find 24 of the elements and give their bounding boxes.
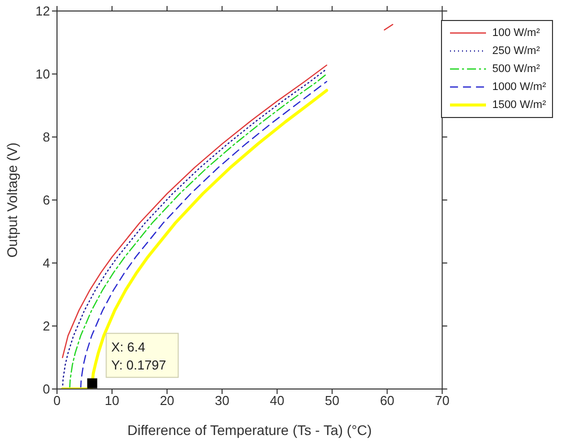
legend-label: 500 W/m²: [492, 63, 540, 75]
x-tick-label: 60: [380, 393, 394, 408]
legend-label: 1500 W/m²: [492, 99, 546, 111]
y-tick-label: 10: [36, 66, 50, 82]
y-tick-label: 2: [42, 318, 50, 334]
datatip: X: 6.4 Y: 0.1797: [87, 332, 179, 388]
y-tick-label: 12: [36, 4, 50, 19]
x-tick-label: 40: [270, 393, 284, 408]
annotation: X: 6.4 Y: 0.1797: [111, 339, 166, 372]
y-tick-label: 8: [42, 130, 50, 145]
legend-label: 1000 W/m²: [492, 81, 546, 93]
x-tick-label: 30: [214, 393, 230, 408]
x-tick-label: 50: [324, 393, 340, 408]
y-tick-label: 6: [42, 192, 50, 208]
x-tick-label: 10: [104, 393, 120, 408]
y-axis-title: Output Voltage (V): [4, 142, 20, 258]
y-tick-label: 4: [42, 256, 50, 271]
x-axis-title: Difference of Temperature (Ts - Ta) (°C): [127, 422, 372, 438]
x-tick-label: 0: [53, 393, 61, 408]
legend-label: 100 W/m²: [492, 27, 540, 39]
x-tick-label: 70: [434, 393, 450, 408]
legend-label: 250 W/m²: [492, 45, 540, 57]
y-tick-label: 0: [42, 382, 50, 397]
x-tick-label: 20: [160, 393, 174, 408]
